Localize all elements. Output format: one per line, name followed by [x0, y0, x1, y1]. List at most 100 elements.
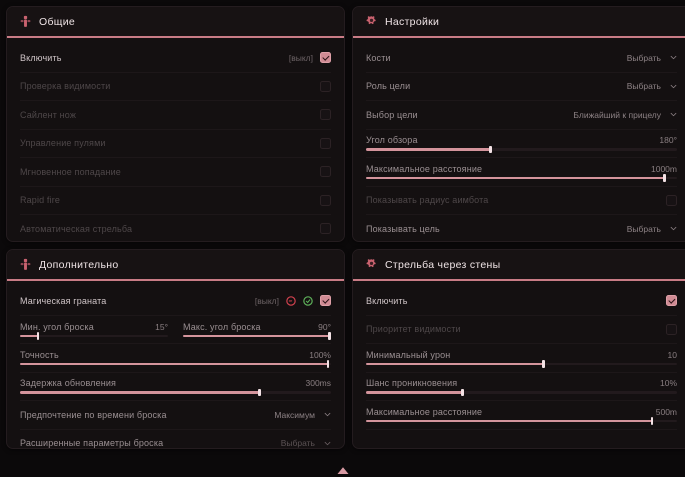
slider-penetration-chance[interactable]: Шанс проникновения 10%	[366, 373, 677, 401]
checkbox-visibility-priority[interactable]	[666, 323, 677, 335]
checkbox-auto-shoot[interactable]	[320, 223, 331, 235]
panel-general-body: Включить [выкл] Проверка видимости Сайле…	[7, 38, 344, 241]
slider-header: Максимальное расстояние 500m	[366, 407, 677, 417]
row-bullet-control[interactable]: Управление пулями	[20, 130, 331, 158]
slider-knob[interactable]	[36, 332, 40, 340]
row-rapid-fire[interactable]: Rapid fire	[20, 187, 331, 215]
slider-knob[interactable]	[663, 174, 666, 182]
dropdown-value: Выбрать	[280, 438, 315, 448]
aimbot-person-icon	[20, 258, 31, 270]
panel-extra-header: Дополнительно	[7, 250, 344, 281]
slider-track[interactable]	[183, 332, 331, 340]
row-throw-time-preference[interactable]: Предпочтение по времени броска Максимум	[20, 401, 331, 430]
slider-track[interactable]	[366, 145, 677, 153]
row-wallbang-enable[interactable]: Включить	[366, 287, 677, 316]
row-label: Магическая граната	[20, 295, 107, 306]
row-auto-shoot[interactable]: Автоматическая стрельба	[20, 215, 331, 241]
row-bones[interactable]: Кости Выбрать	[366, 44, 677, 73]
slider-value: 15°	[155, 321, 168, 332]
chevron-down-icon	[670, 113, 677, 117]
row-magic-grenade[interactable]: Магическая граната [выкл]	[20, 287, 331, 316]
slider-fill	[20, 391, 260, 394]
slider-track[interactable]	[366, 388, 677, 396]
chevron-down-icon	[324, 413, 331, 417]
slider-label: Минимальный урон	[366, 349, 451, 360]
dropdown-throw-time-preference[interactable]: Максимум	[274, 410, 331, 420]
row-controls: [выкл]	[254, 295, 331, 307]
grenade-red-icon[interactable]	[286, 296, 296, 306]
slider-knob[interactable]	[542, 360, 545, 368]
panel-wallbang: Стрельба через стены Включить Приоритет …	[352, 249, 685, 449]
panel-wallbang-title: Стрельба через стены	[385, 258, 501, 271]
slider-value: 300ms	[305, 378, 331, 388]
row-instant-hit[interactable]: Мгновенное попадание	[20, 158, 331, 187]
slider-wallbang-max-distance[interactable]: Максимальное расстояние 500m	[366, 401, 677, 430]
slider-max-throw-angle[interactable]: Макс. угол броска 90°	[183, 322, 331, 340]
checkbox-instant-hit[interactable]	[320, 166, 331, 178]
slider-min-damage[interactable]: Минимальный урон 10	[366, 344, 677, 373]
checkbox-rapid-fire[interactable]	[320, 194, 331, 206]
slider-fov[interactable]: Угол обзора 180°	[366, 130, 677, 158]
slider-knob[interactable]	[489, 145, 492, 153]
panel-settings-body: Кости Выбрать Роль цели Выбрать Выбор це…	[353, 38, 685, 241]
slider-knob[interactable]	[258, 388, 261, 396]
row-visibility-priority[interactable]: Приоритет видимости	[366, 316, 677, 344]
slider-update-delay[interactable]: Задержка обновления 300ms	[20, 373, 331, 401]
row-show-target[interactable]: Показывать цель Выбрать	[366, 215, 677, 241]
slider-value: 1000m	[651, 163, 677, 174]
row-label: Включить	[366, 295, 408, 306]
dropdown-value: Выбрать	[626, 223, 661, 234]
row-label: Показывать радиус аимбота	[366, 195, 489, 206]
dropdown-show-target[interactable]: Выбрать	[627, 224, 677, 234]
chevron-down-icon	[324, 441, 331, 446]
slider-knob[interactable]	[328, 332, 331, 340]
slider-label: Точность	[20, 349, 59, 360]
row-enable[interactable]: Включить [выкл]	[20, 44, 331, 73]
checkbox-wallbang-enable[interactable]	[666, 295, 677, 307]
row-label: Сайлент нож	[20, 109, 77, 120]
checkbox-enable[interactable]	[320, 52, 331, 64]
slider-knob[interactable]	[650, 417, 654, 425]
slider-header: Точность 100%	[20, 350, 331, 360]
dropdown-bones[interactable]: Выбрать	[627, 53, 677, 63]
slider-track[interactable]	[20, 360, 331, 368]
checkbox-magic-grenade[interactable]	[320, 295, 331, 307]
grenade-green-icon[interactable]	[303, 296, 313, 306]
row-label: Кости	[366, 52, 391, 63]
checkbox-visibility-check[interactable]	[320, 80, 331, 92]
checkbox-show-aimbot-radius[interactable]	[666, 194, 677, 206]
row-silent-knife[interactable]: Сайлент нож	[20, 101, 331, 130]
row-state-text: [выкл]	[254, 295, 279, 306]
slider-accuracy[interactable]: Точность 100%	[20, 344, 331, 373]
slider-knob[interactable]	[326, 360, 330, 368]
slider-fill	[366, 176, 665, 179]
gear-icon	[366, 259, 376, 268]
checkbox-silent-knife[interactable]	[320, 109, 331, 121]
slider-knob[interactable]	[461, 388, 464, 396]
slider-label: Угол обзора	[366, 135, 418, 145]
row-label: Мгновенное попадание	[20, 166, 121, 177]
panel-general-title: Общие	[39, 15, 76, 28]
checkbox-bullet-control[interactable]	[320, 137, 331, 149]
slider-track[interactable]	[20, 332, 168, 340]
row-advanced-throw-params[interactable]: Расширенные параметры броска Выбрать	[20, 430, 331, 448]
slider-track[interactable]	[20, 388, 331, 396]
row-target-role[interactable]: Роль цели Выбрать	[366, 73, 677, 101]
slider-fill	[366, 362, 544, 365]
slider-header: Минимальный урон 10	[366, 350, 677, 360]
slider-track[interactable]	[366, 360, 677, 368]
slider-min-throw-angle[interactable]: Мин. угол броска 15°	[20, 321, 168, 340]
scroll-up-arrow-icon[interactable]	[336, 466, 350, 475]
dropdown-target-selection[interactable]: Ближайший к прицелу	[573, 110, 677, 120]
row-target-selection[interactable]: Выбор цели Ближайший к прицелу	[366, 101, 677, 130]
dropdown-advanced-throw-params[interactable]: Выбрать	[281, 438, 331, 448]
row-show-aimbot-radius[interactable]: Показывать радиус аимбота	[366, 187, 677, 215]
panel-extra-body: Магическая граната [выкл]	[7, 281, 344, 448]
slider-track[interactable]	[366, 174, 677, 182]
dropdown-target-role[interactable]: Выбрать	[627, 81, 677, 91]
row-label: Приоритет видимости	[366, 324, 461, 335]
row-visibility-check[interactable]: Проверка видимости	[20, 73, 331, 101]
slider-track[interactable]	[366, 417, 677, 425]
slider-max-distance[interactable]: Максимальное расстояние 1000m	[366, 158, 677, 187]
row-label: Показывать цель	[366, 223, 440, 234]
